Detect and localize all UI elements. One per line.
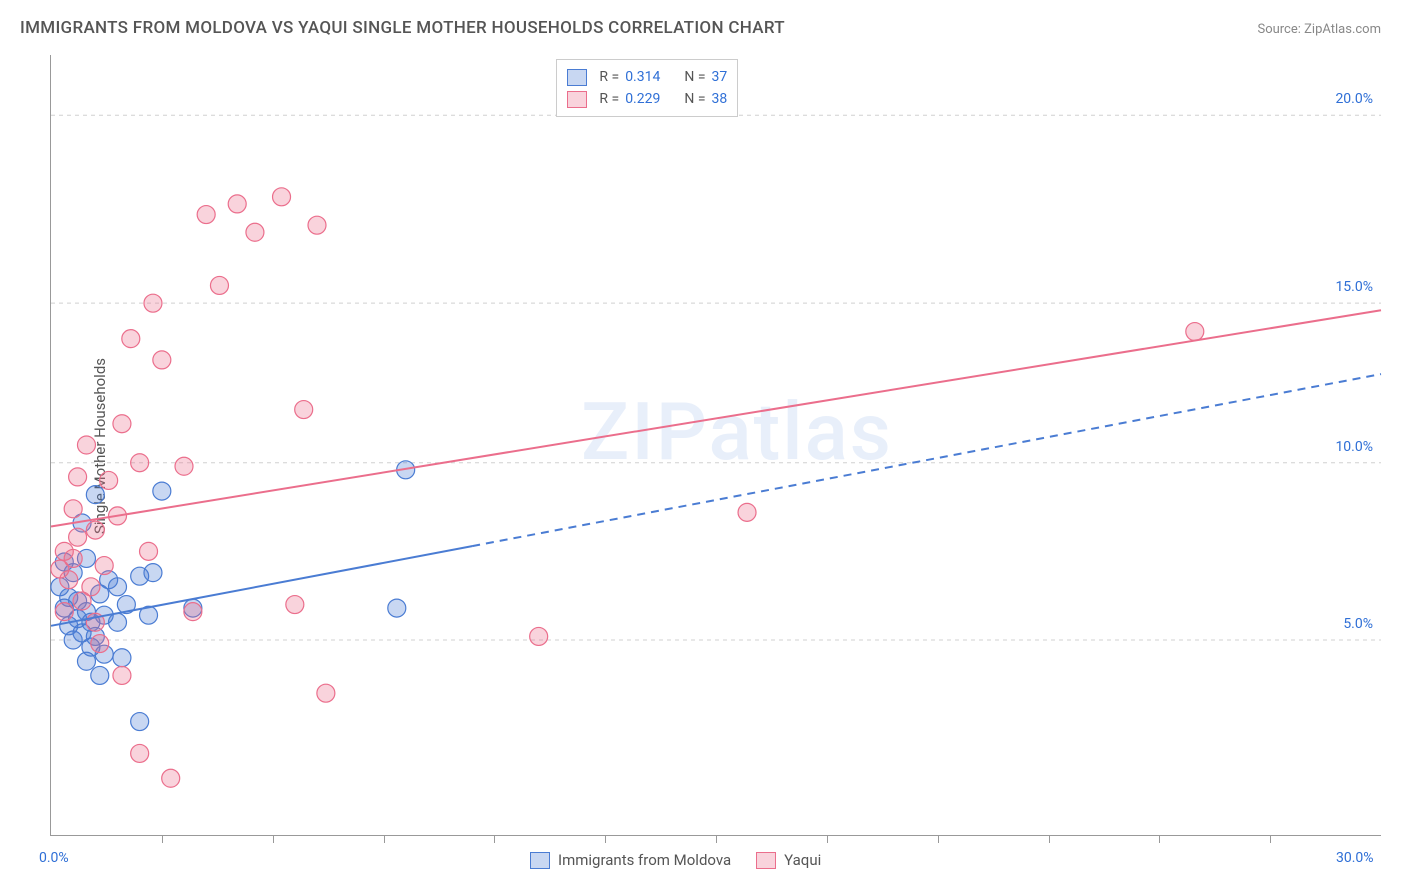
scatter-point [122,330,140,348]
legend-bottom: Immigrants from Moldova Yaqui [530,851,821,869]
scatter-point [738,503,756,521]
legend-n-value: 37 [712,66,728,88]
legend-n-label: N = [684,88,705,110]
legend-series-label: Yaqui [784,851,821,869]
scatter-point [77,436,95,454]
chart-container: IMMIGRANTS FROM MOLDOVA VS YAQUI SINGLE … [0,0,1406,892]
scatter-point [69,528,87,546]
y-tick-label: 20.0% [1335,91,1373,107]
scatter-point [175,457,193,475]
x-tick [938,835,939,843]
scatter-point [113,415,131,433]
scatter-point [91,635,109,653]
scatter-point [144,294,162,312]
y-tick-label: 15.0% [1335,279,1373,295]
x-tick [273,835,274,843]
legend-swatch [530,852,550,869]
x-tick [1049,835,1050,843]
scatter-point [131,744,149,762]
scatter-point [184,603,202,621]
scatter-point [131,454,149,472]
legend-swatch [567,69,587,86]
scatter-point [286,596,304,614]
scatter-point [228,195,246,213]
scatter-point [1186,323,1204,341]
scatter-point [113,666,131,684]
scatter-point [308,216,326,234]
x-tick [384,835,385,843]
scatter-point [131,713,149,731]
y-tick-label: 10.0% [1335,439,1373,455]
scatter-point [95,557,113,575]
scatter-point [210,276,228,294]
scatter-point [91,666,109,684]
scatter-point [153,351,171,369]
legend-item: Yaqui [756,851,821,869]
trend-line [51,310,1381,526]
scatter-svg [51,55,1381,835]
scatter-point [82,578,100,596]
legend-r-value: 0.314 [625,66,660,88]
scatter-point [64,500,82,518]
scatter-point [144,564,162,582]
legend-series-label: Immigrants from Moldova [558,851,731,869]
x-tick [605,835,606,843]
legend-r-label: R = [599,88,619,110]
legend-item: Immigrants from Moldova [530,851,731,869]
x-tick [827,835,828,843]
scatter-point [246,223,264,241]
scatter-point [317,684,335,702]
x-tick-label: 0.0% [39,850,69,866]
scatter-point [273,188,291,206]
x-tick-label: 30.0% [1336,850,1374,866]
legend-stats-box: R = 0.314 N = 37 R = 0.229 N = 38 [556,59,738,117]
scatter-point [388,599,406,617]
scatter-point [55,603,73,621]
legend-n-value: 38 [712,88,728,110]
legend-n-label: N = [684,66,705,88]
scatter-point [64,549,82,567]
scatter-point [162,769,180,787]
scatter-point [86,521,104,539]
scatter-point [69,468,87,486]
scatter-point [197,206,215,224]
scatter-point [140,542,158,560]
x-tick [1159,835,1160,843]
x-tick [716,835,717,843]
scatter-point [109,613,127,631]
scatter-point [60,571,78,589]
legend-r-value: 0.229 [625,88,660,110]
chart-title: IMMIGRANTS FROM MOLDOVA VS YAQUI SINGLE … [20,18,785,38]
x-tick [162,835,163,843]
scatter-point [109,578,127,596]
legend-stats-row: R = 0.314 N = 37 [567,66,727,88]
scatter-point [86,486,104,504]
scatter-point [100,471,118,489]
legend-r-label: R = [599,66,619,88]
legend-swatch [756,852,776,869]
scatter-point [295,401,313,419]
legend-swatch [567,91,587,108]
plot-area: ZIPatlas R =0.314N =37R =0.229N =38 0.0%… [50,55,1381,836]
scatter-point [530,627,548,645]
x-tick [1270,835,1271,843]
scatter-point [153,482,171,500]
scatter-point [113,649,131,667]
y-tick-label: 5.0% [1343,616,1373,632]
source-label: Source: ZipAtlas.com [1257,22,1381,37]
x-tick [494,835,495,843]
legend-stats-row: R = 0.229 N = 38 [567,88,727,110]
trend-line-dashed [472,374,1381,546]
